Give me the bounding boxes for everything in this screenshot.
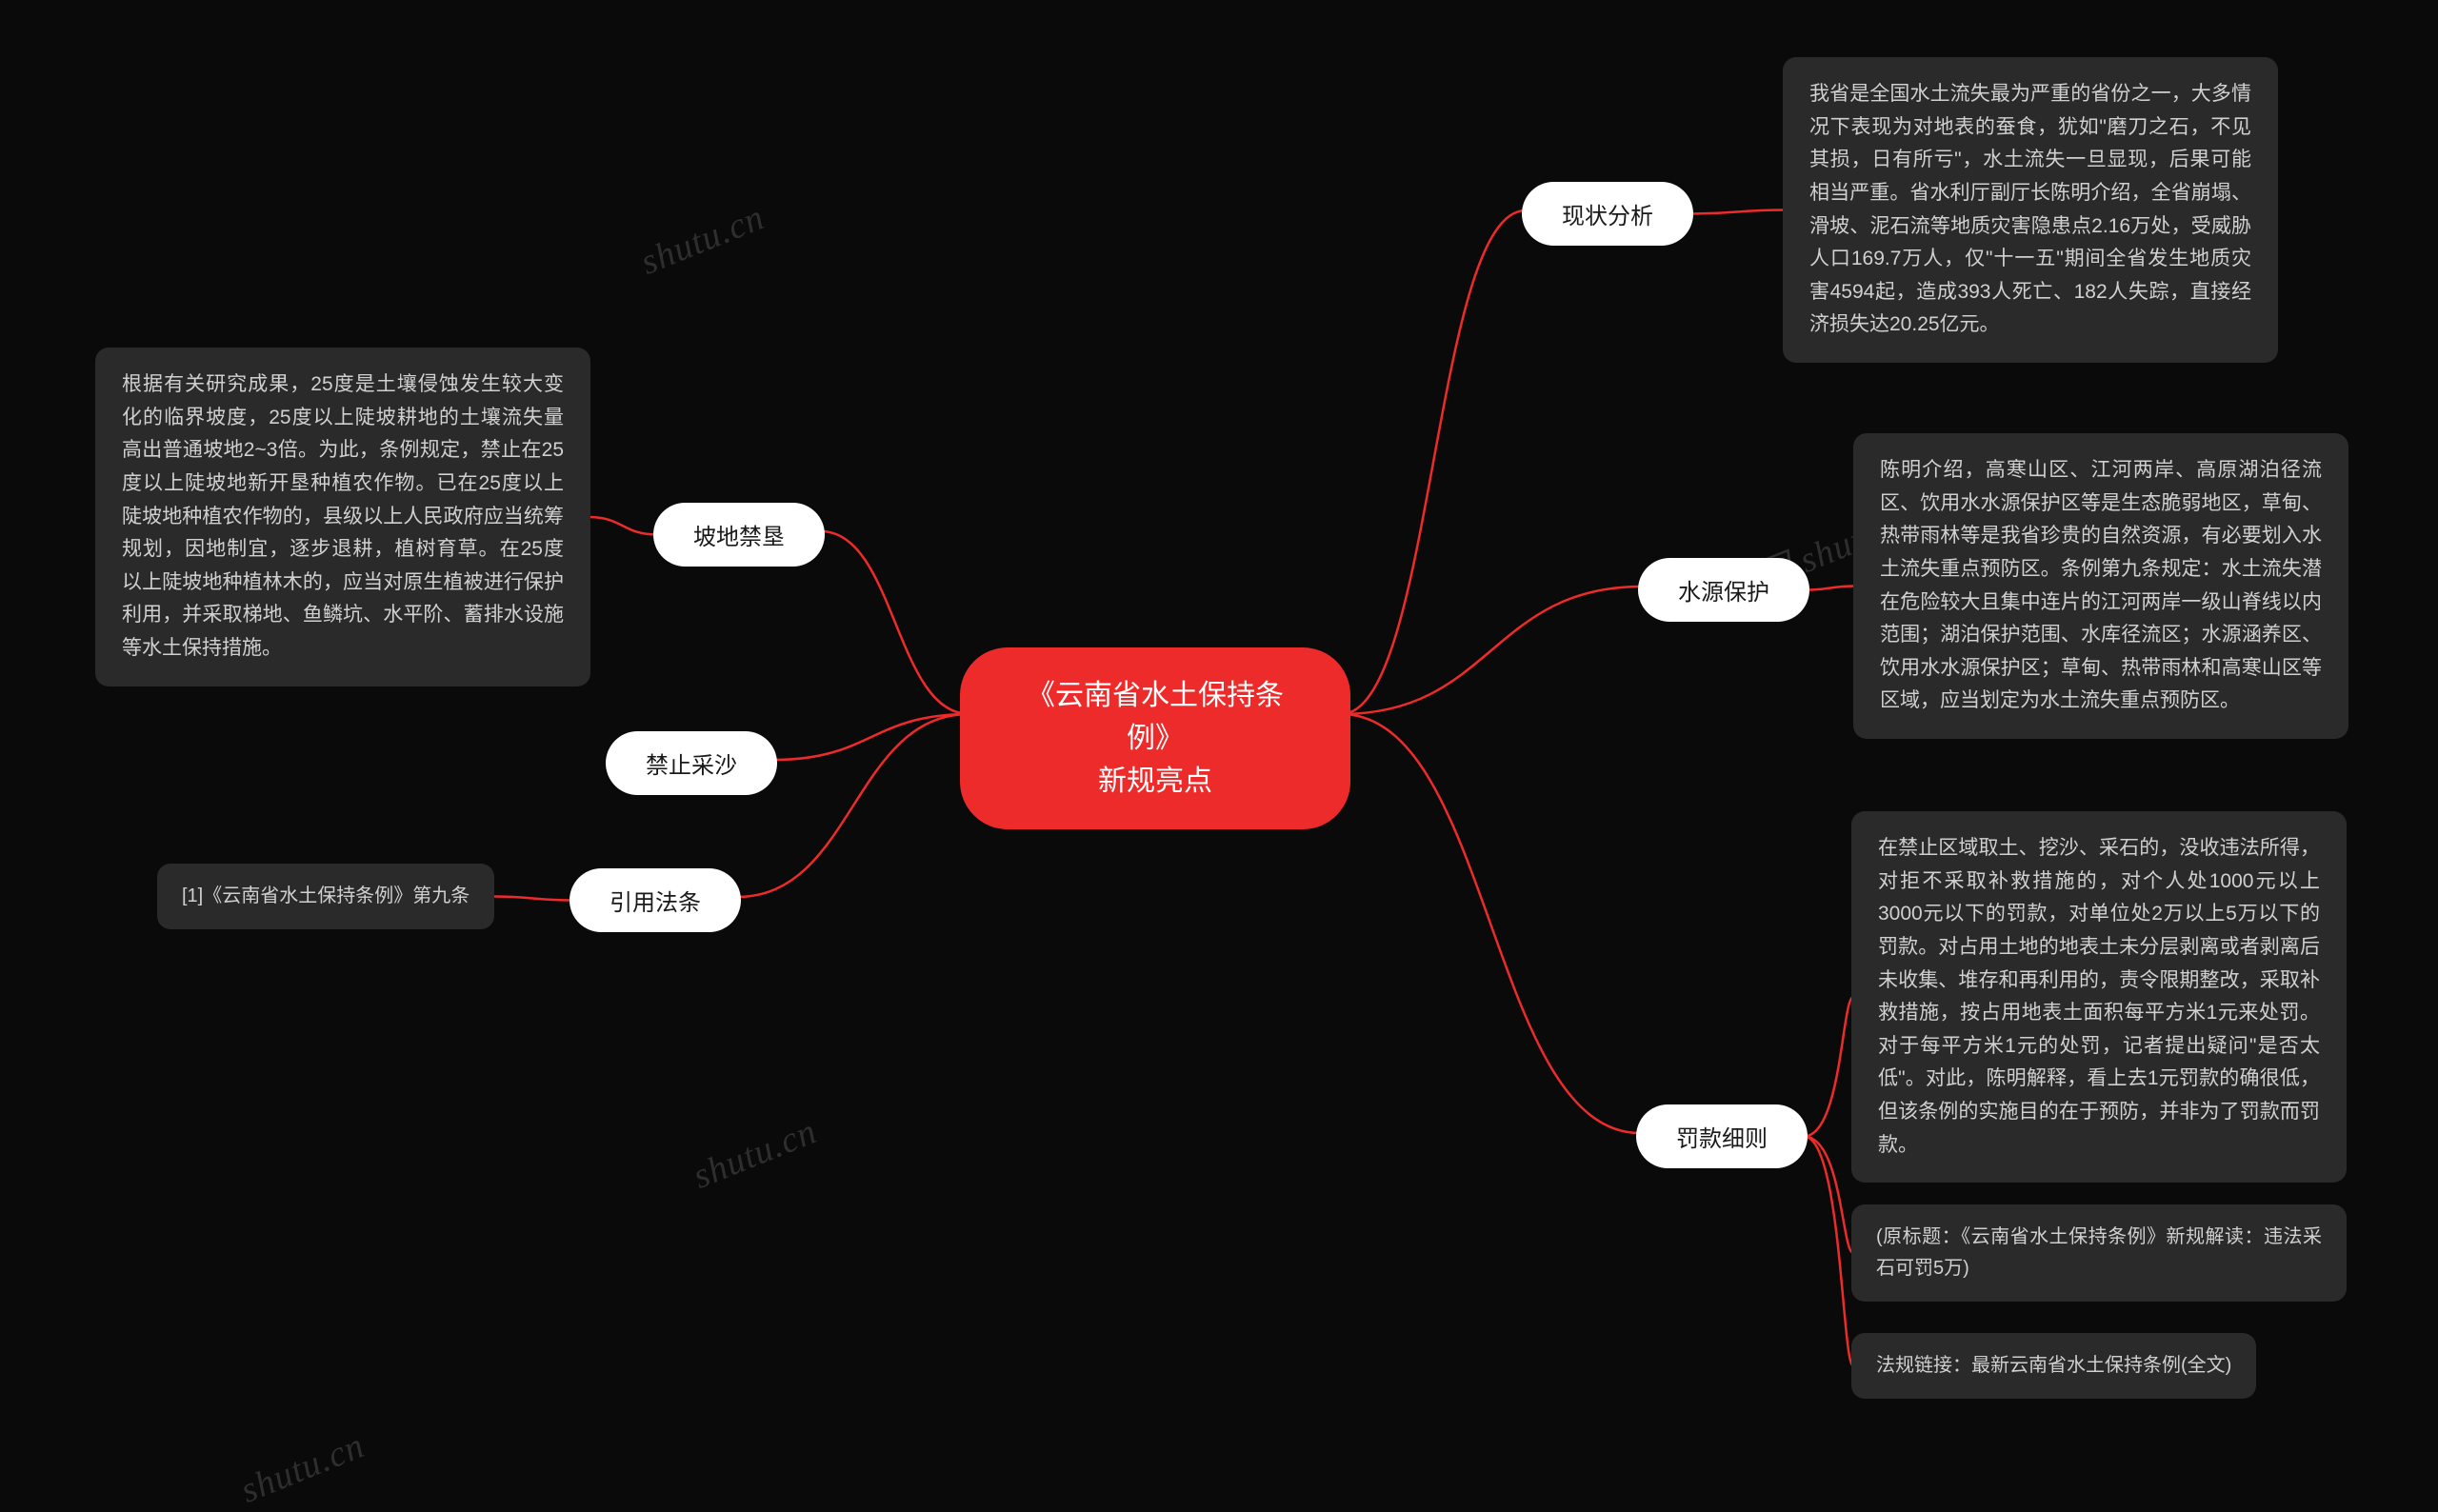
watermark: shutu.cn <box>235 1424 370 1512</box>
detail-node-right-0-0[interactable]: 我省是全国水土流失最为严重的省份之一，大多情况下表现为对地表的蚕食，犹如"磨刀之… <box>1783 57 2278 363</box>
detail-node-left-2-0[interactable]: [1]《云南省水土保持条例》第九条 <box>157 864 494 929</box>
mindmap-canvas: shutu.cn树图 shutu.cnshutu.cnshutu.cn 《云南省… <box>0 0 2438 1502</box>
detail-node-right-2-0[interactable]: 在禁止区域取土、挖沙、采石的，没收违法所得，对拒不采取补救措施的，对个人处100… <box>1851 811 2347 1183</box>
detail-node-left-0-0[interactable]: 根据有关研究成果，25度是土壤侵蚀发生较大变化的临界坡度，25度以上陡坡耕地的土… <box>95 348 590 686</box>
detail-node-right-1-0[interactable]: 陈明介绍，高寒山区、江河两岸、高原湖泊径流区、饮用水水源保护区等是生态脆弱地区，… <box>1853 433 2348 739</box>
topic-node-left-0[interactable]: 坡地禁垦 <box>653 503 825 567</box>
watermark: shutu.cn <box>635 196 770 284</box>
topic-label: 现状分析 <box>1562 197 1653 230</box>
detail-text: 在禁止区域取土、挖沙、采石的，没收违法所得，对拒不采取补救措施的，对个人处100… <box>1878 832 2320 1162</box>
topic-node-right-2[interactable]: 罚款细则 <box>1636 1104 1808 1168</box>
detail-node-right-2-2[interactable]: 法规链接：最新云南省水土保持条例(全文) <box>1851 1333 2256 1399</box>
topic-label: 坡地禁垦 <box>693 518 785 551</box>
topic-node-left-1[interactable]: 禁止采沙 <box>606 731 777 795</box>
detail-text: 陈明介绍，高寒山区、江河两岸、高原湖泊径流区、饮用水水源保护区等是生态脆弱地区，… <box>1880 454 2322 718</box>
center-node[interactable]: 《云南省水土保持条例》新规亮点 <box>960 647 1350 829</box>
center-node-label: 《云南省水土保持条例》新规亮点 <box>1013 674 1297 803</box>
detail-text: 根据有关研究成果，25度是土壤侵蚀发生较大变化的临界坡度，25度以上陡坡耕地的土… <box>122 368 564 666</box>
topic-label: 禁止采沙 <box>646 746 737 780</box>
topic-label: 水源保护 <box>1678 573 1769 607</box>
watermark: shutu.cn <box>688 1110 823 1198</box>
detail-node-right-2-1[interactable]: (原标题：《云南省水土保持条例》新规解读：违法采石可罚5万) <box>1851 1204 2347 1302</box>
detail-text: (原标题：《云南省水土保持条例》新规解读：违法采石可罚5万) <box>1876 1222 2322 1284</box>
topic-label: 罚款细则 <box>1676 1120 1768 1153</box>
detail-text: [1]《云南省水土保持条例》第九条 <box>182 881 470 912</box>
topic-node-right-1[interactable]: 水源保护 <box>1638 558 1809 622</box>
topic-node-right-0[interactable]: 现状分析 <box>1522 182 1693 246</box>
detail-text: 法规链接：最新云南省水土保持条例(全文) <box>1876 1350 2231 1382</box>
topic-node-left-2[interactable]: 引用法条 <box>570 868 741 932</box>
topic-label: 引用法条 <box>610 884 701 917</box>
detail-text: 我省是全国水土流失最为严重的省份之一，大多情况下表现为对地表的蚕食，犹如"磨刀之… <box>1809 78 2251 342</box>
